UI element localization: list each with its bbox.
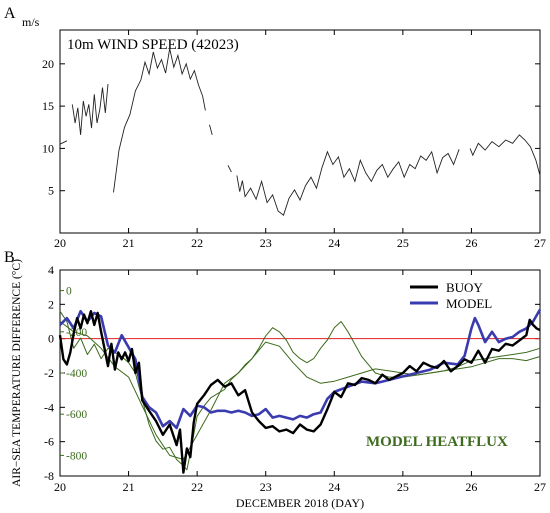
panel-a-x-tick-label: 27 [534,236,546,250]
panel-b-secondary-y-ticks: 0-200-400-600-800 [60,286,87,462]
panel-b-x-tick-label: 21 [123,480,135,494]
panel-b-y-axis-label: AIR−SEA TEMPERATURE DIFFERENCE (°C) [11,259,23,487]
panel-b-x-tick-label: 25 [397,480,409,494]
panel-a-y-tick-label: 20 [42,57,54,71]
wind-speed-line-segment [59,140,68,145]
panel-b-x-tick-label: 22 [191,480,203,494]
panel-a-y-tick-label: 10 [42,141,54,155]
panel-b-x-tick-label: 20 [54,480,66,494]
panel-b-x-tick-label: 23 [260,480,272,494]
legend-buoy-label: BUOY [446,280,483,295]
panel-b-y-tick-label: 4 [48,263,54,277]
panel-b-x-tick-label: 27 [534,480,546,494]
panel-b-letter: B [4,249,15,266]
panel-b-y-tick-label: 2 [48,297,54,311]
panel-a-title: 10m WIND SPEED (42023) [67,37,239,53]
panel-a-x-tick-label: 22 [191,236,203,250]
panel-a-y-tick-label: 15 [42,99,54,113]
panel-b-x-tick-label: 26 [465,480,477,494]
panel-b-series [58,308,542,474]
panel-a-plot-frame [59,29,541,234]
panel-a-x-tick-label: 21 [123,236,135,250]
panel-a-x-tick-label: 26 [465,236,477,250]
panel-b-x-tick-label: 24 [328,480,340,494]
wind-speed-line-segment [113,48,206,193]
panel-b-y-tick-label: -2 [44,366,54,380]
wind-speed-line-segment [71,84,109,135]
panel-a-y-tick-label: 5 [48,184,54,198]
panel-a-y-unit-label: m/s [22,15,40,29]
wind-speed-line-segment [236,149,460,216]
panel-b-y-tick-label: -6 [44,435,54,449]
panel-b-secondary-y-tick-label: -400 [66,368,87,380]
panel-a-x-tick-label: 23 [260,236,272,250]
wind-speed-line-segment [469,134,541,176]
legend-model-label: MODEL [446,296,492,311]
wind-speed-line-segment [227,165,232,173]
panel-b-secondary-y-tick-label: -600 [66,409,87,421]
panel-a-series [59,48,541,216]
panel-b-x-ticks: 20 21 22 23 24 25 26 27 [54,270,546,494]
panel-a-x-tick-label: 25 [397,236,409,250]
buoy-series-line [58,310,541,474]
panel-b-y-tick-label: 0 [48,332,54,346]
panel-a-y-ticks: 5 10 15 20 [42,57,540,198]
wind-speed-line-segment [209,124,213,136]
panel-b-temperature-difference: B AIR−SEA TEMPERATURE DIFFERENCE (°C) -8… [4,249,546,510]
panel-a-x-tick-label: 20 [54,236,66,250]
panel-b-y-tick-label: -8 [44,469,54,483]
heatflux-series-line-lower [59,321,541,460]
panel-a-letter: A [4,5,16,22]
panel-a-x-tick-label: 24 [328,236,340,250]
panel-a-x-ticks: 20 21 22 23 24 25 26 27 [54,30,546,250]
panel-b-legend: BUOY MODEL [410,280,492,311]
panel-b-secondary-y-tick-label: -800 [66,450,87,462]
panel-b-y-tick-label: -4 [44,400,54,414]
panel-b-secondary-y-tick-label: 0 [66,286,72,298]
panel-b-heatflux-annotation: MODEL HEATFLUX [366,434,508,450]
panel-b-x-axis-label: DECEMBER 2018 (DAY) [236,496,364,510]
